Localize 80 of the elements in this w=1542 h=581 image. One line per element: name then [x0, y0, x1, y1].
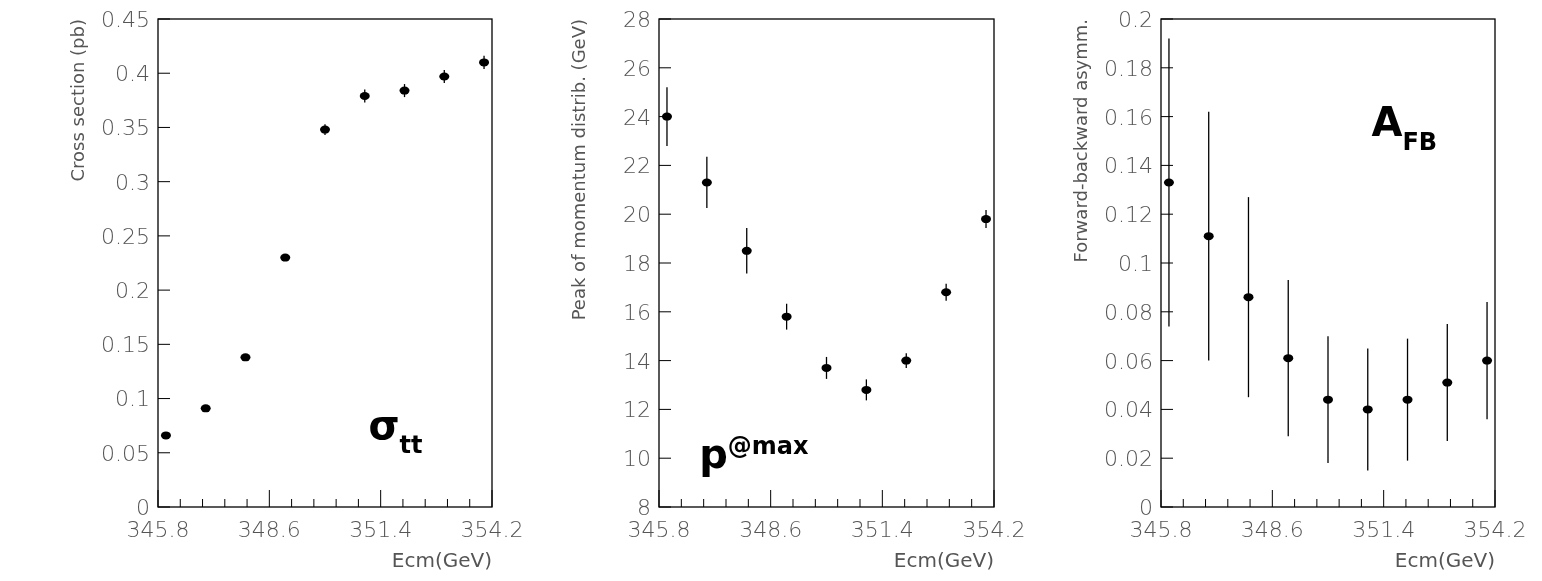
- y-tick-label: 0.4: [115, 61, 150, 87]
- y-tick-label: 0.3: [115, 169, 150, 195]
- y-tick-label: 0.14: [1104, 153, 1153, 179]
- y-tick-label: 0.16: [1104, 104, 1153, 130]
- y-axis-title: Cross section (pb): [67, 19, 89, 182]
- y-tick-label: 26: [623, 55, 651, 81]
- y-tick-label: 8: [637, 494, 651, 520]
- y-tick-label: 0.2: [1118, 6, 1153, 32]
- point: [781, 312, 792, 321]
- x-tick-label: 348.6: [1240, 517, 1304, 542]
- point: [1323, 395, 1333, 404]
- annotation: σ$_{tt}$: [368, 401, 423, 459]
- x-tick-label: 351.4: [349, 517, 413, 542]
- x-tick-label: 345.8: [126, 517, 190, 542]
- y-tick-label: 0.1: [115, 386, 150, 412]
- x-tick-label: 351.4: [850, 517, 914, 542]
- point: [1243, 293, 1254, 302]
- y-axis-title: Forward-backward asymm.: [1070, 19, 1092, 263]
- y-tick-label: 24: [623, 104, 651, 130]
- x-tick-label: 345.8: [1129, 517, 1193, 542]
- y-tick-label: 20: [623, 202, 651, 228]
- point: [359, 92, 370, 100]
- point: [741, 246, 752, 255]
- y-tick-label: 16: [623, 299, 651, 325]
- y-tick-label: 18: [623, 250, 651, 276]
- y-axis-title: Peak of momentum distrib. (GeV): [568, 19, 590, 321]
- y-tick-label: 28: [623, 6, 651, 32]
- annotation: A$_{FB}$: [1371, 99, 1438, 157]
- point: [1442, 378, 1453, 387]
- y-tick-label: 12: [623, 397, 651, 423]
- point: [701, 178, 712, 187]
- point: [981, 215, 992, 224]
- point: [1283, 354, 1294, 363]
- x-tick-label: 354.2: [962, 517, 1026, 542]
- point: [160, 431, 171, 440]
- y-tick-label: 14: [623, 348, 651, 374]
- y-tick-label: 22: [623, 153, 651, 179]
- y-tick-label: 0.04: [1104, 397, 1153, 423]
- y-tick-label: 0: [136, 494, 150, 520]
- y-tick-label: 0.12: [1104, 202, 1153, 228]
- y-tick-label: 10: [623, 446, 651, 472]
- point: [320, 125, 330, 134]
- y-tick-label: 0.05: [101, 440, 150, 466]
- x-tick-label: 354.2: [460, 517, 524, 542]
- point: [439, 72, 450, 81]
- point: [941, 288, 952, 297]
- point: [1482, 356, 1493, 365]
- y-tick-label: 0.25: [101, 223, 150, 249]
- point: [479, 58, 490, 67]
- y-tick-label: 0.45: [101, 6, 150, 32]
- point: [821, 363, 832, 372]
- y-tick-label: 0.08: [1104, 299, 1153, 325]
- x-axis-title: Ecm(GeV): [1394, 548, 1495, 572]
- point: [240, 353, 251, 362]
- point: [1163, 178, 1174, 187]
- point: [1203, 232, 1214, 241]
- x-tick-label: 354.2: [1463, 517, 1527, 542]
- x-axis-title: Ecm(GeV): [893, 548, 994, 572]
- y-tick-label: 0: [1139, 494, 1153, 520]
- y-tick-label: 0.02: [1104, 446, 1153, 472]
- point: [280, 253, 291, 262]
- point: [901, 356, 912, 365]
- y-tick-label: 0.06: [1104, 348, 1153, 374]
- y-tick-label: 0.1: [1118, 250, 1153, 276]
- annotation: p$^{@max}$: [699, 430, 810, 477]
- x-tick-label: 348.6: [237, 517, 301, 542]
- y-tick-label: 0.35: [101, 115, 150, 141]
- y-tick-label: 0.18: [1104, 55, 1153, 81]
- x-tick-label: 348.6: [739, 517, 803, 542]
- y-tick-label: 0.15: [101, 332, 150, 358]
- point: [1362, 405, 1373, 414]
- x-tick-label: 345.8: [627, 517, 691, 542]
- x-tick-label: 351.4: [1352, 517, 1416, 542]
- point: [1402, 395, 1413, 404]
- y-tick-label: 0.2: [115, 278, 150, 304]
- x-axis-title: Ecm(GeV): [391, 548, 492, 572]
- point: [861, 385, 872, 394]
- point: [200, 404, 211, 413]
- point: [399, 86, 410, 95]
- point: [661, 112, 672, 121]
